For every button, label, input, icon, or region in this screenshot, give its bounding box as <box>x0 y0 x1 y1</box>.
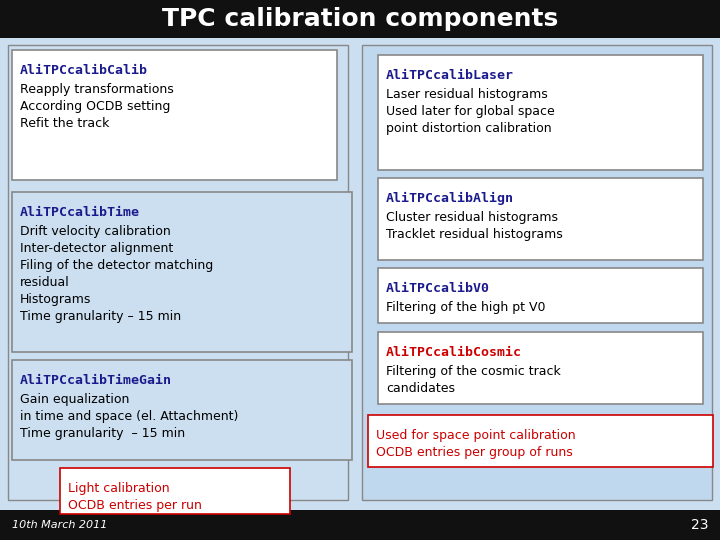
Text: AliTPCcalibTimeGain: AliTPCcalibTimeGain <box>20 374 172 387</box>
Text: Cluster residual histograms: Cluster residual histograms <box>386 211 558 224</box>
Text: candidates: candidates <box>386 382 455 395</box>
Text: point distortion calibration: point distortion calibration <box>386 122 552 135</box>
Bar <box>8 45 348 500</box>
Text: Tracklet residual histograms: Tracklet residual histograms <box>386 228 563 241</box>
Bar <box>378 178 703 260</box>
Text: residual: residual <box>20 276 70 289</box>
Bar <box>12 50 337 180</box>
Text: Time granularity  – 15 min: Time granularity – 15 min <box>20 427 185 440</box>
Text: AliTPCcalibTime: AliTPCcalibTime <box>20 206 140 219</box>
Text: 23: 23 <box>690 518 708 532</box>
Text: Filing of the detector matching: Filing of the detector matching <box>20 259 213 272</box>
Text: Used for space point calibration: Used for space point calibration <box>376 429 575 442</box>
Bar <box>0 0 720 38</box>
Text: TPC calibration components: TPC calibration components <box>162 7 558 31</box>
Bar <box>60 468 290 514</box>
Text: Filtering of the cosmic track: Filtering of the cosmic track <box>386 365 561 378</box>
Bar <box>368 415 713 467</box>
Bar <box>362 45 712 500</box>
Text: Time granularity – 15 min: Time granularity – 15 min <box>20 310 181 323</box>
Bar <box>12 360 352 460</box>
Text: Laser residual histograms: Laser residual histograms <box>386 88 548 101</box>
Text: Refit the track: Refit the track <box>20 117 109 130</box>
Text: in time and space (el. Attachment): in time and space (el. Attachment) <box>20 410 238 423</box>
Bar <box>378 332 703 404</box>
Text: AliTPCcalibV0: AliTPCcalibV0 <box>386 282 490 295</box>
Text: 10th March 2011: 10th March 2011 <box>12 520 107 530</box>
Bar <box>12 192 352 352</box>
Text: AliTPCcalibCalib: AliTPCcalibCalib <box>20 64 148 77</box>
Text: OCDB entries per group of runs: OCDB entries per group of runs <box>376 446 572 459</box>
Bar <box>378 268 703 323</box>
Text: Used later for global space: Used later for global space <box>386 105 554 118</box>
Text: Reapply transformations: Reapply transformations <box>20 83 174 96</box>
Bar <box>0 510 720 540</box>
Text: AliTPCcalibCosmic: AliTPCcalibCosmic <box>386 346 522 359</box>
Text: According OCDB setting: According OCDB setting <box>20 100 171 113</box>
Text: Histograms: Histograms <box>20 293 91 306</box>
Text: Light calibration: Light calibration <box>68 482 170 495</box>
Text: Inter-detector alignment: Inter-detector alignment <box>20 242 174 255</box>
Text: AliTPCcalibLaser: AliTPCcalibLaser <box>386 69 514 82</box>
Bar <box>378 55 703 170</box>
Text: OCDB entries per run: OCDB entries per run <box>68 499 202 512</box>
Text: Drift velocity calibration: Drift velocity calibration <box>20 225 171 238</box>
Text: AliTPCcalibAlign: AliTPCcalibAlign <box>386 192 514 205</box>
Text: Gain equalization: Gain equalization <box>20 393 130 406</box>
Text: Filtering of the high pt V0: Filtering of the high pt V0 <box>386 301 546 314</box>
